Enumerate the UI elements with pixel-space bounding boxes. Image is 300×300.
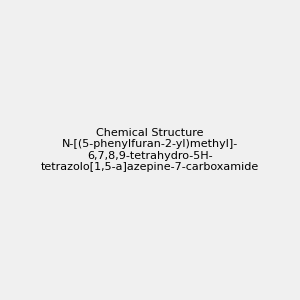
Text: Chemical Structure
N-[(5-phenylfuran-2-yl)methyl]-
6,7,8,9-tetrahydro-5H-
tetraz: Chemical Structure N-[(5-phenylfuran-2-y… — [41, 128, 259, 172]
